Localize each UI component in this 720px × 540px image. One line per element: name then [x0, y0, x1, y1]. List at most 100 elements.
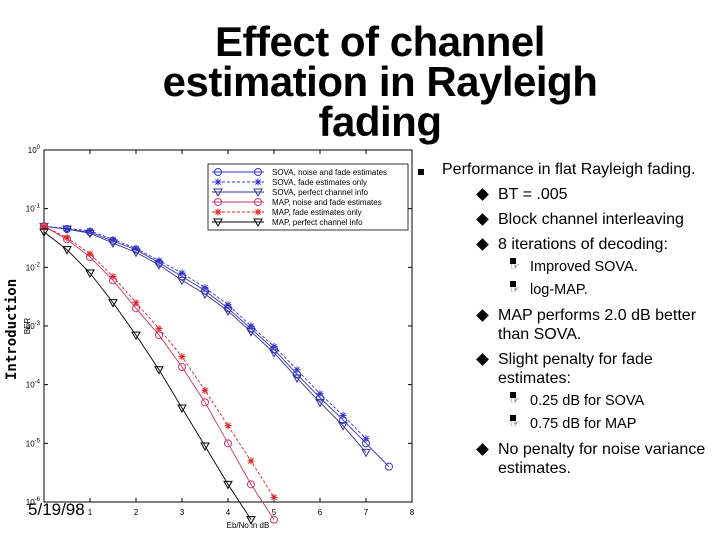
data-point	[108, 299, 118, 308]
y-tick-label: 10-4	[26, 380, 41, 390]
data-point	[62, 225, 72, 235]
bullet-subitem: ☞ 0.25 dB for SOVA	[442, 392, 718, 411]
square-bullet-icon	[418, 169, 424, 175]
data-point	[246, 328, 256, 337]
bullet-main-text: Performance in flat Rayleigh fading.	[442, 161, 696, 178]
data-point	[253, 188, 263, 198]
bullet-item: Slight penalty for fade estimates:	[442, 350, 718, 388]
data-point	[155, 257, 163, 265]
series-line	[43, 225, 367, 453]
data-point	[109, 235, 117, 243]
date-label: 5/19/98	[28, 500, 85, 519]
y-tick-label: 10-5	[26, 438, 41, 448]
pointing-hand-icon: ☞	[510, 392, 520, 407]
bullet-item-text: No penalty for noise variance estimates.	[498, 441, 706, 477]
ber-chart: 1 2 3 4 5 6 7 8 100 10-1 10-2 10-3 10-4 10-5 10-6 Eb/No…	[23, 145, 415, 530]
data-point	[154, 366, 164, 375]
data-point	[177, 276, 187, 286]
data-point	[214, 208, 222, 216]
bullet-item: 8 iterations of decoding:	[442, 235, 718, 254]
data-point	[270, 342, 278, 350]
pointing-hand-icon: ☞	[510, 415, 520, 430]
data-point	[213, 218, 223, 228]
x-tick-label: 1	[88, 508, 93, 517]
data-point	[293, 366, 301, 374]
bullet-subitem-text: log-MAP.	[530, 282, 588, 298]
data-point	[214, 178, 222, 186]
data-point	[85, 269, 95, 279]
bullet-item-text: BT = .005	[498, 186, 568, 203]
legend-entry: SOVA, noise and fade estimates	[272, 168, 387, 177]
data-point	[247, 480, 255, 489]
data-point	[361, 448, 371, 458]
bullet-sub-list: BT = .005 Block channel interleaving 8 ite…	[442, 185, 718, 478]
data-point	[132, 244, 140, 252]
series-line	[43, 225, 367, 440]
data-point	[201, 284, 209, 292]
data-point	[315, 398, 325, 408]
x-tick-label: 8	[410, 508, 415, 517]
legend-entry: SOVA, perfect channel info	[272, 188, 368, 197]
series-line	[43, 225, 275, 520]
diamond-bullet-icon	[476, 213, 489, 226]
data-point	[178, 353, 186, 361]
data-point	[154, 261, 164, 270]
data-point	[270, 493, 278, 501]
data-point	[316, 390, 324, 398]
data-point	[214, 198, 222, 206]
bullet-item-text: Slight penalty for fade estimates:	[498, 351, 653, 387]
y-tick-label: 10-1	[26, 204, 41, 214]
data-point	[131, 331, 141, 341]
data-point	[178, 269, 186, 277]
diamond-bullet-icon	[476, 188, 489, 201]
data-point	[246, 516, 256, 525]
data-point	[200, 442, 210, 452]
bullet-main: Performance in flat Rayleigh fading. BT …	[418, 160, 718, 478]
data-point	[247, 322, 255, 330]
diamond-bullet-icon	[476, 443, 489, 456]
x-tick-label: 5	[272, 508, 277, 517]
y-tick-label: 10-6	[26, 497, 41, 507]
data-point	[132, 299, 140, 307]
bullet-item-text: 8 iterations of decoding:	[498, 236, 668, 253]
data-point	[108, 239, 118, 248]
data-point	[131, 248, 141, 258]
x-tick-label: 7	[364, 508, 369, 517]
data-point	[85, 229, 95, 239]
x-tick-label: 6	[318, 508, 323, 517]
data-point	[86, 250, 94, 258]
data-point	[213, 188, 223, 198]
bullet-subitem: ☞ Improved SOVA.	[442, 258, 718, 277]
data-point	[223, 307, 233, 317]
bullet-subitem: ☞ log-MAP.	[442, 281, 718, 300]
x-tick-label: 3	[180, 508, 185, 517]
series-line	[43, 231, 252, 520]
data-point	[385, 462, 393, 471]
data-point	[201, 386, 209, 394]
bullet-item: No penalty for noise variance estimates.	[442, 440, 718, 478]
data-point	[177, 404, 187, 414]
data-point	[214, 168, 222, 176]
diamond-bullet-icon	[476, 309, 489, 322]
y-tick-label: 100	[28, 145, 41, 155]
bullet-item: BT = .005	[442, 185, 718, 204]
slide-title: Effect of channel estimation in Rayleigh…	[162, 18, 598, 145]
data-point	[224, 439, 232, 448]
diamond-bullet-icon	[476, 238, 489, 251]
bullet-item-text: Block channel interleaving	[498, 211, 684, 228]
y-tick-label: 10-3	[26, 321, 41, 331]
data-point	[292, 374, 302, 383]
x-tick-label: 4	[226, 508, 231, 517]
data-point	[339, 411, 347, 419]
data-point	[253, 218, 263, 228]
legend-entry: MAP, fade estimates only	[272, 208, 362, 217]
bullet-subitem-text: Improved SOVA.	[530, 259, 638, 275]
pointing-hand-icon: ☞	[510, 258, 520, 273]
data-point	[223, 480, 233, 490]
pointing-hand-icon: ☞	[510, 281, 520, 296]
data-point	[178, 363, 186, 372]
bullet-list: Performance in flat Rayleigh fading. BT …	[418, 160, 718, 490]
x-tick-label: 2	[134, 508, 139, 517]
data-point	[247, 457, 255, 465]
data-point	[254, 198, 262, 206]
